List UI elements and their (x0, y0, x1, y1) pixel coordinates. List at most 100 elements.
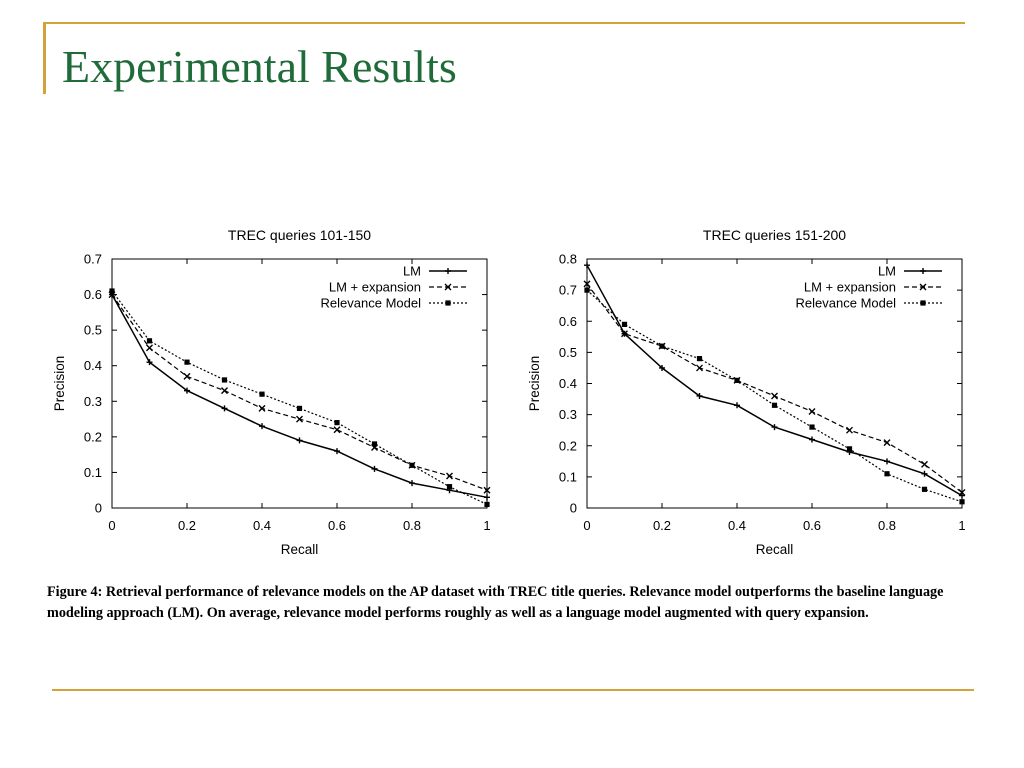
data-point (696, 364, 703, 372)
data-point (296, 437, 303, 444)
data-point (921, 486, 928, 492)
series-plus (584, 262, 965, 499)
y-tick-label: 0.3 (84, 394, 102, 409)
data-point (483, 486, 491, 494)
y-tick-label: 0.3 (559, 407, 577, 422)
y-tick-label: 0.7 (559, 283, 577, 298)
data-point (409, 462, 415, 468)
data-point (484, 501, 490, 508)
legend-label: LM + expansion (329, 280, 421, 295)
data-point (446, 484, 453, 490)
x-tick-label: 0.4 (253, 518, 271, 533)
data-point (146, 338, 153, 344)
series-plus (109, 291, 490, 501)
data-point (334, 420, 340, 426)
series-line (111, 290, 488, 505)
data-point (771, 424, 778, 431)
series-line (111, 294, 488, 491)
x-tick-label: 0.2 (178, 518, 196, 533)
data-point (696, 356, 703, 362)
data-point (371, 465, 378, 472)
data-point (146, 359, 153, 366)
data-point (259, 423, 265, 430)
data-point (258, 404, 266, 412)
x-axis-label: Recall (281, 542, 319, 557)
data-point (809, 424, 815, 430)
data-point (183, 372, 191, 380)
data-point (696, 392, 703, 399)
data-point (958, 488, 966, 496)
y-tick-label: 0.5 (84, 323, 102, 338)
x-axis-label: Recall (756, 542, 794, 557)
legend-label: LM (878, 264, 896, 279)
data-point (959, 492, 965, 499)
data-point (109, 288, 115, 294)
series-cross (108, 291, 491, 494)
y-tick-label: 0.8 (559, 252, 577, 267)
data-point (771, 392, 778, 400)
legend-marker (445, 268, 451, 274)
data-point (883, 439, 891, 447)
data-point (884, 458, 890, 465)
data-point (659, 343, 665, 349)
y-tick-label: 0.1 (559, 469, 577, 484)
plot-frame (586, 258, 963, 509)
data-point (584, 287, 590, 293)
data-point (296, 405, 303, 411)
data-point (884, 471, 890, 477)
x-tick-label: 0 (583, 518, 590, 533)
legend-marker (445, 300, 451, 306)
x-tick-label: 1 (483, 518, 490, 533)
data-point (921, 470, 928, 477)
data-point (184, 387, 190, 394)
top-rule-line (43, 22, 965, 24)
data-point (621, 321, 628, 327)
plot-frame (111, 258, 488, 509)
data-point (621, 330, 628, 338)
x-tick-label: 0.2 (653, 518, 671, 533)
data-point (959, 499, 965, 505)
x-tick-label: 0.8 (403, 518, 421, 533)
legend-label: LM + expansion (804, 280, 896, 295)
chart-1: TREC queries 101-150 Recall Precision 0 0.2 0… (52, 227, 491, 557)
data-point (846, 446, 853, 452)
x-tick-label: 1 (958, 518, 965, 533)
y-tick-label: 0.6 (84, 287, 102, 302)
series-square (584, 287, 965, 505)
series-square (109, 288, 490, 508)
title-accent-vertical-line (43, 22, 46, 94)
data-point (146, 344, 153, 352)
y-tick-label: 0 (570, 501, 577, 516)
y-tick-label: 0.4 (84, 358, 102, 373)
data-point (296, 415, 303, 423)
data-point (259, 391, 265, 397)
data-point (221, 405, 228, 412)
x-tick-label: 0.4 (728, 518, 746, 533)
y-tick-label: 0.6 (559, 314, 577, 329)
y-tick-label: 0.4 (559, 376, 577, 391)
data-point (809, 436, 815, 443)
data-point (409, 480, 415, 487)
data-point (771, 402, 778, 408)
data-point (333, 426, 341, 434)
data-point (371, 441, 378, 447)
legend-marker (444, 283, 452, 291)
legend-marker (920, 268, 926, 274)
data-point (446, 472, 453, 480)
x-tick-label: 0 (108, 518, 115, 533)
figure-caption: Figure 4: Retrieval performance of relev… (47, 584, 944, 621)
series-line (111, 294, 488, 499)
x-tick-label: 0.6 (803, 518, 821, 533)
x-tick-label: 0.6 (328, 518, 346, 533)
legend-marker (920, 300, 926, 306)
y-axis-label: Precision (52, 356, 67, 412)
y-axis-label: Precision (527, 356, 542, 412)
legend-marker (919, 283, 927, 291)
legend-label: LM (403, 264, 421, 279)
data-point (584, 262, 590, 269)
slide-title: Experimental Results (62, 41, 457, 92)
data-point (583, 280, 591, 288)
data-point (334, 448, 340, 455)
data-point (846, 426, 853, 434)
